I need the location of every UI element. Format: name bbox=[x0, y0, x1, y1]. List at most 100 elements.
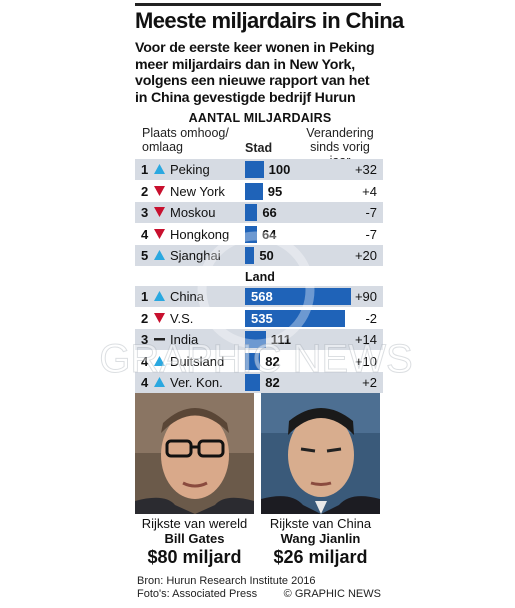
source-text: Bron: Hurun Research Institute 2016 bbox=[137, 575, 316, 587]
change-value: +2 bbox=[362, 375, 377, 390]
rank-number: 4 bbox=[141, 375, 149, 390]
table-row: 2 New York 95 +4 bbox=[135, 180, 383, 202]
down-arrow-icon bbox=[154, 185, 165, 196]
change-header-line1: Verandering bbox=[306, 126, 374, 140]
rank-header-line1: Plaats omhoog/ bbox=[142, 126, 229, 140]
change-value: +4 bbox=[362, 183, 377, 199]
bar bbox=[245, 352, 261, 370]
table-row: 4 Ver. Kon. 82 +2 bbox=[135, 372, 383, 393]
up-arrow-icon bbox=[154, 355, 165, 366]
bar bbox=[245, 182, 263, 200]
person-caption-1: Rijkste van wereld Bill Gates $80 miljar… bbox=[135, 516, 254, 567]
bar bbox=[245, 288, 351, 305]
row-label: Ver. Kon. bbox=[170, 375, 223, 390]
bar-value: 568 bbox=[251, 289, 273, 304]
rank-number: 4 bbox=[141, 353, 149, 369]
row-label: Duitsland bbox=[170, 353, 225, 369]
change-value: +10 bbox=[354, 353, 377, 369]
stad-header: Stad bbox=[245, 141, 273, 155]
change-value: -2 bbox=[365, 310, 377, 326]
rank-number: 3 bbox=[141, 332, 149, 347]
no-change-icon bbox=[154, 338, 165, 341]
row-label: Peking bbox=[170, 162, 210, 177]
country-table: 1 China 568 +90 2 V.S. 535 -2 3 India 111 +14 4 Duits… bbox=[135, 286, 383, 394]
change-value: +32 bbox=[354, 162, 377, 177]
table-row: 4 Hongkong 64 -7 bbox=[135, 223, 383, 245]
change-value: -7 bbox=[365, 226, 377, 242]
up-arrow-icon bbox=[154, 291, 165, 301]
down-arrow-icon bbox=[154, 207, 165, 217]
row-label: New York bbox=[170, 183, 225, 199]
caption-name: Wang Jianlin bbox=[280, 531, 361, 546]
caption-amount: $26 miljard bbox=[273, 547, 368, 567]
bar bbox=[245, 247, 255, 264]
table-row: 1 Peking 100 +32 bbox=[135, 159, 383, 180]
rank-number: 1 bbox=[141, 162, 149, 177]
change-value: +14 bbox=[354, 332, 377, 347]
down-arrow-icon bbox=[154, 228, 165, 239]
caption-amount: $80 miljard bbox=[147, 547, 242, 567]
bar-value: 111 bbox=[270, 332, 291, 347]
up-arrow-icon bbox=[154, 377, 165, 387]
copyright-credit: © GRAPHIC NEWS bbox=[283, 588, 381, 600]
row-label: China bbox=[170, 289, 204, 304]
bar bbox=[245, 225, 257, 243]
rank-number: 1 bbox=[141, 289, 149, 304]
bar-value: 535 bbox=[251, 310, 273, 326]
table-row: 5 Sjanghai 50 +20 bbox=[135, 245, 383, 266]
bar bbox=[245, 161, 264, 178]
wang-jianlin-portrait bbox=[261, 393, 380, 514]
row-label: Hongkong bbox=[170, 226, 230, 242]
table-row: 2 V.S. 535 -2 bbox=[135, 307, 383, 329]
table-row: 4 Duitsland 82 +10 bbox=[135, 350, 383, 372]
bar bbox=[245, 331, 266, 348]
up-arrow-icon bbox=[154, 250, 165, 260]
row-label: India bbox=[170, 332, 199, 347]
bar bbox=[245, 309, 345, 327]
rank-header-line2: omlaag bbox=[142, 140, 183, 154]
rank-number: 3 bbox=[141, 205, 149, 220]
row-label: Moskou bbox=[170, 205, 216, 220]
city-table: 1 Peking 100 +32 2 New York 95 +4 3 Moskou 66 -7 4 Ho… bbox=[135, 159, 383, 267]
bar-value: 100 bbox=[268, 162, 291, 177]
caption-label: Rijkste van China bbox=[269, 516, 372, 531]
subtitle-line: Voor de eerste keer wonen in Peking bbox=[135, 40, 375, 56]
table-row: 3 Moskou 66 -7 bbox=[135, 202, 383, 223]
table-row: 3 India 111 +14 bbox=[135, 329, 383, 350]
bar-value: 95 bbox=[267, 183, 283, 199]
up-arrow-icon bbox=[154, 164, 165, 174]
change-value: +90 bbox=[354, 289, 377, 304]
change-value: +20 bbox=[354, 248, 377, 263]
row-label: V.S. bbox=[170, 310, 194, 326]
page-title: Meeste miljardairs in China bbox=[135, 8, 404, 33]
section-title: AANTAL MILJARDAIRS bbox=[188, 111, 332, 125]
top-rule bbox=[135, 3, 381, 6]
source-note: Bron: Hurun Research Institute 2016 Foto… bbox=[137, 575, 316, 601]
change-value: -7 bbox=[365, 205, 377, 220]
photo-credit-text: Foto's: Associated Press bbox=[137, 588, 258, 600]
rank-number: 2 bbox=[141, 310, 149, 326]
table-row: 1 China 568 +90 bbox=[135, 286, 383, 307]
caption-label: Rijkste van wereld bbox=[141, 516, 248, 531]
caption-name: Bill Gates bbox=[164, 531, 225, 546]
bill-gates-portrait bbox=[135, 393, 254, 514]
bar bbox=[245, 374, 261, 391]
bar-value: 50 bbox=[259, 248, 274, 263]
down-arrow-icon bbox=[154, 312, 165, 323]
rank-header: Plaats omhoog/ omlaag bbox=[142, 126, 229, 154]
bar-value: 64 bbox=[261, 226, 277, 242]
rank-number: 4 bbox=[141, 226, 149, 242]
subtitle-line: volgens een nieuwe rapport van het bbox=[135, 73, 370, 89]
row-label: Sjanghai bbox=[170, 248, 221, 263]
land-header: Land bbox=[245, 270, 275, 284]
bar-value: 82 bbox=[265, 375, 280, 390]
subtitle-line: meer miljardairs dan in New York, bbox=[135, 56, 355, 73]
person-caption-2: Rijkste van China Wang Jianlin $26 milja… bbox=[258, 516, 383, 567]
subtitle: Voor de eerste keer wonen in Peking meer… bbox=[135, 40, 385, 106]
rank-number: 2 bbox=[141, 183, 149, 199]
bar-value: 66 bbox=[262, 205, 277, 220]
bar-value: 82 bbox=[265, 353, 280, 369]
rank-number: 5 bbox=[141, 248, 149, 263]
subtitle-line: in China gevestigde bedrijf Hurun bbox=[135, 89, 356, 106]
bar bbox=[245, 204, 258, 221]
